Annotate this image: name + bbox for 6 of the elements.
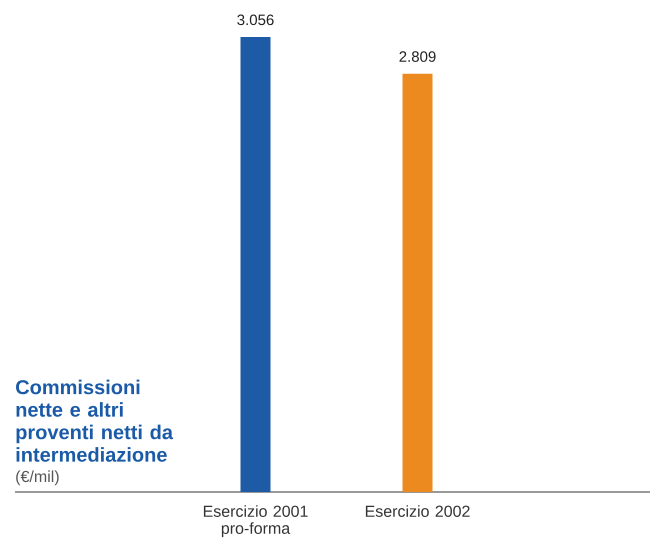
data-label: 3.056 [237,14,274,26]
x-tick-label: Esercizio 2002 [366,505,470,517]
x-tick-label: Esercizio 2001 pro-forma [204,505,308,538]
text: (€/mil) [16,470,59,486]
text: Commissioni nette e altri proventi netti da intermediazione [16,380,174,462]
data-label: 2.809 [399,51,436,62]
